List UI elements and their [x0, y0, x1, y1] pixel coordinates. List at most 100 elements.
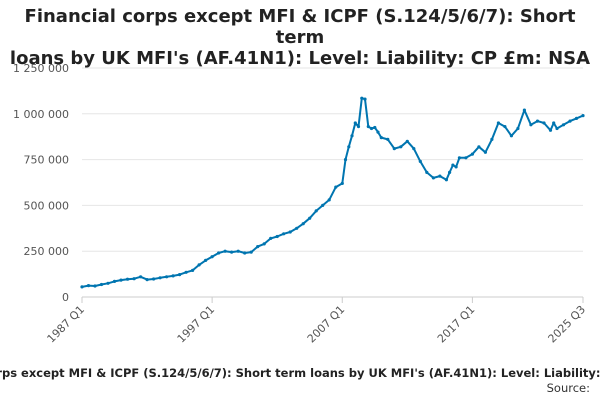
data-point: [561, 123, 566, 127]
data-point: [158, 276, 162, 280]
data-point: [405, 139, 409, 143]
data-point: [295, 226, 299, 230]
data-point: [535, 119, 540, 123]
data-point: [363, 97, 367, 101]
data-point: [262, 242, 266, 246]
data-point: [574, 116, 579, 120]
data-point: [448, 170, 452, 174]
data-point: [119, 278, 123, 282]
data-point: [139, 275, 143, 279]
data-point: [418, 159, 422, 163]
y-axis-ticks: 0 250 000 500 000 750 000 1 000 000 1 250 000: [13, 62, 69, 304]
gridlines: [82, 67, 583, 252]
y-tick-label: 500 000: [24, 199, 70, 212]
data-point: [548, 128, 553, 132]
data-point: [490, 137, 494, 141]
data-point: [581, 114, 585, 118]
data-point: [457, 156, 461, 160]
data-point: [353, 121, 357, 125]
data-point: [308, 216, 312, 220]
data-point: [256, 245, 260, 249]
series-line: [81, 97, 584, 288]
data-point: [314, 209, 318, 213]
x-tick-label: 1987 Q1: [45, 303, 88, 346]
data-point: [366, 125, 370, 129]
data-point: [509, 134, 513, 138]
data-point: [376, 130, 380, 134]
data-point: [132, 277, 136, 281]
data-point: [503, 125, 507, 129]
data-point: [483, 150, 487, 154]
data-point: [269, 236, 273, 240]
chart-title: Financial corps except MFI & ICPF (S.124…: [0, 6, 600, 69]
y-tick-label: 250 000: [24, 245, 70, 258]
data-point: [464, 156, 468, 160]
chart-subtitle: Financial corps except MFI & ICPF (S.124…: [0, 365, 600, 382]
data-point: [522, 108, 527, 112]
data-point: [555, 126, 559, 131]
data-point: [438, 174, 442, 178]
data-point: [454, 165, 458, 169]
x-tick-label: 2025 Q3: [546, 303, 589, 346]
data-point: [249, 250, 253, 254]
data-point: [347, 145, 351, 149]
data-point: [178, 273, 182, 277]
y-tick-label: 750 000: [24, 154, 70, 167]
source-label: Source:: [546, 381, 590, 395]
data-point: [529, 123, 533, 127]
chart-title-line-2: loans by UK MFI's (AF.41N1): Level: Liab…: [9, 48, 591, 69]
data-point: [282, 232, 286, 236]
data-point: [399, 145, 403, 149]
data-point: [165, 275, 169, 279]
data-point: [451, 163, 455, 167]
data-point: [223, 249, 227, 253]
y-tick-label: 1 250 000: [13, 62, 69, 75]
chart-title-line-1: Financial corps except MFI & ICPF (S.124…: [24, 6, 576, 48]
data-point: [350, 134, 354, 138]
data-point: [392, 147, 396, 151]
data-point: [288, 230, 292, 234]
data-point: [552, 121, 556, 125]
data-point: [360, 96, 364, 100]
x-axis-ticks: 1987 Q1 1997 Q1 2007 Q1 2017 Q1 2025 Q3: [45, 297, 589, 346]
data-point: [412, 147, 416, 151]
data-point: [145, 278, 149, 282]
data-point: [321, 203, 325, 207]
data-point: [470, 152, 474, 156]
data-point: [236, 249, 240, 253]
data-point: [431, 176, 435, 180]
data-point: [80, 285, 84, 289]
data-point: [204, 258, 208, 262]
data-point: [444, 178, 448, 182]
y-tick-label: 1 000 000: [13, 108, 69, 121]
data-point: [86, 284, 91, 288]
data-point: [477, 145, 481, 149]
data-point: [369, 126, 374, 131]
data-point: [230, 250, 234, 254]
data-point: [496, 121, 500, 125]
data-point: [210, 255, 214, 259]
data-point: [99, 282, 104, 287]
data-point: [356, 125, 361, 129]
data-point: [568, 119, 572, 123]
data-point: [243, 251, 247, 255]
data-point: [197, 263, 201, 267]
data-point: [379, 136, 383, 140]
data-point: [275, 234, 279, 239]
y-tick-label: 0: [62, 291, 69, 304]
data-point: [301, 222, 305, 226]
data-point: [542, 121, 546, 125]
data-point: [112, 279, 117, 283]
x-tick-label: 2007 Q1: [305, 303, 348, 346]
data-point: [425, 170, 429, 174]
data-point: [191, 268, 195, 272]
chart-subtitle-text: Financial corps except MFI & ICPF (S.124…: [0, 366, 600, 380]
data-point: [373, 125, 377, 130]
data-point: [334, 185, 338, 189]
data-point: [106, 281, 110, 285]
data-point: [340, 181, 344, 185]
x-tick-label: 1997 Q1: [175, 303, 218, 346]
data-point: [343, 158, 348, 162]
